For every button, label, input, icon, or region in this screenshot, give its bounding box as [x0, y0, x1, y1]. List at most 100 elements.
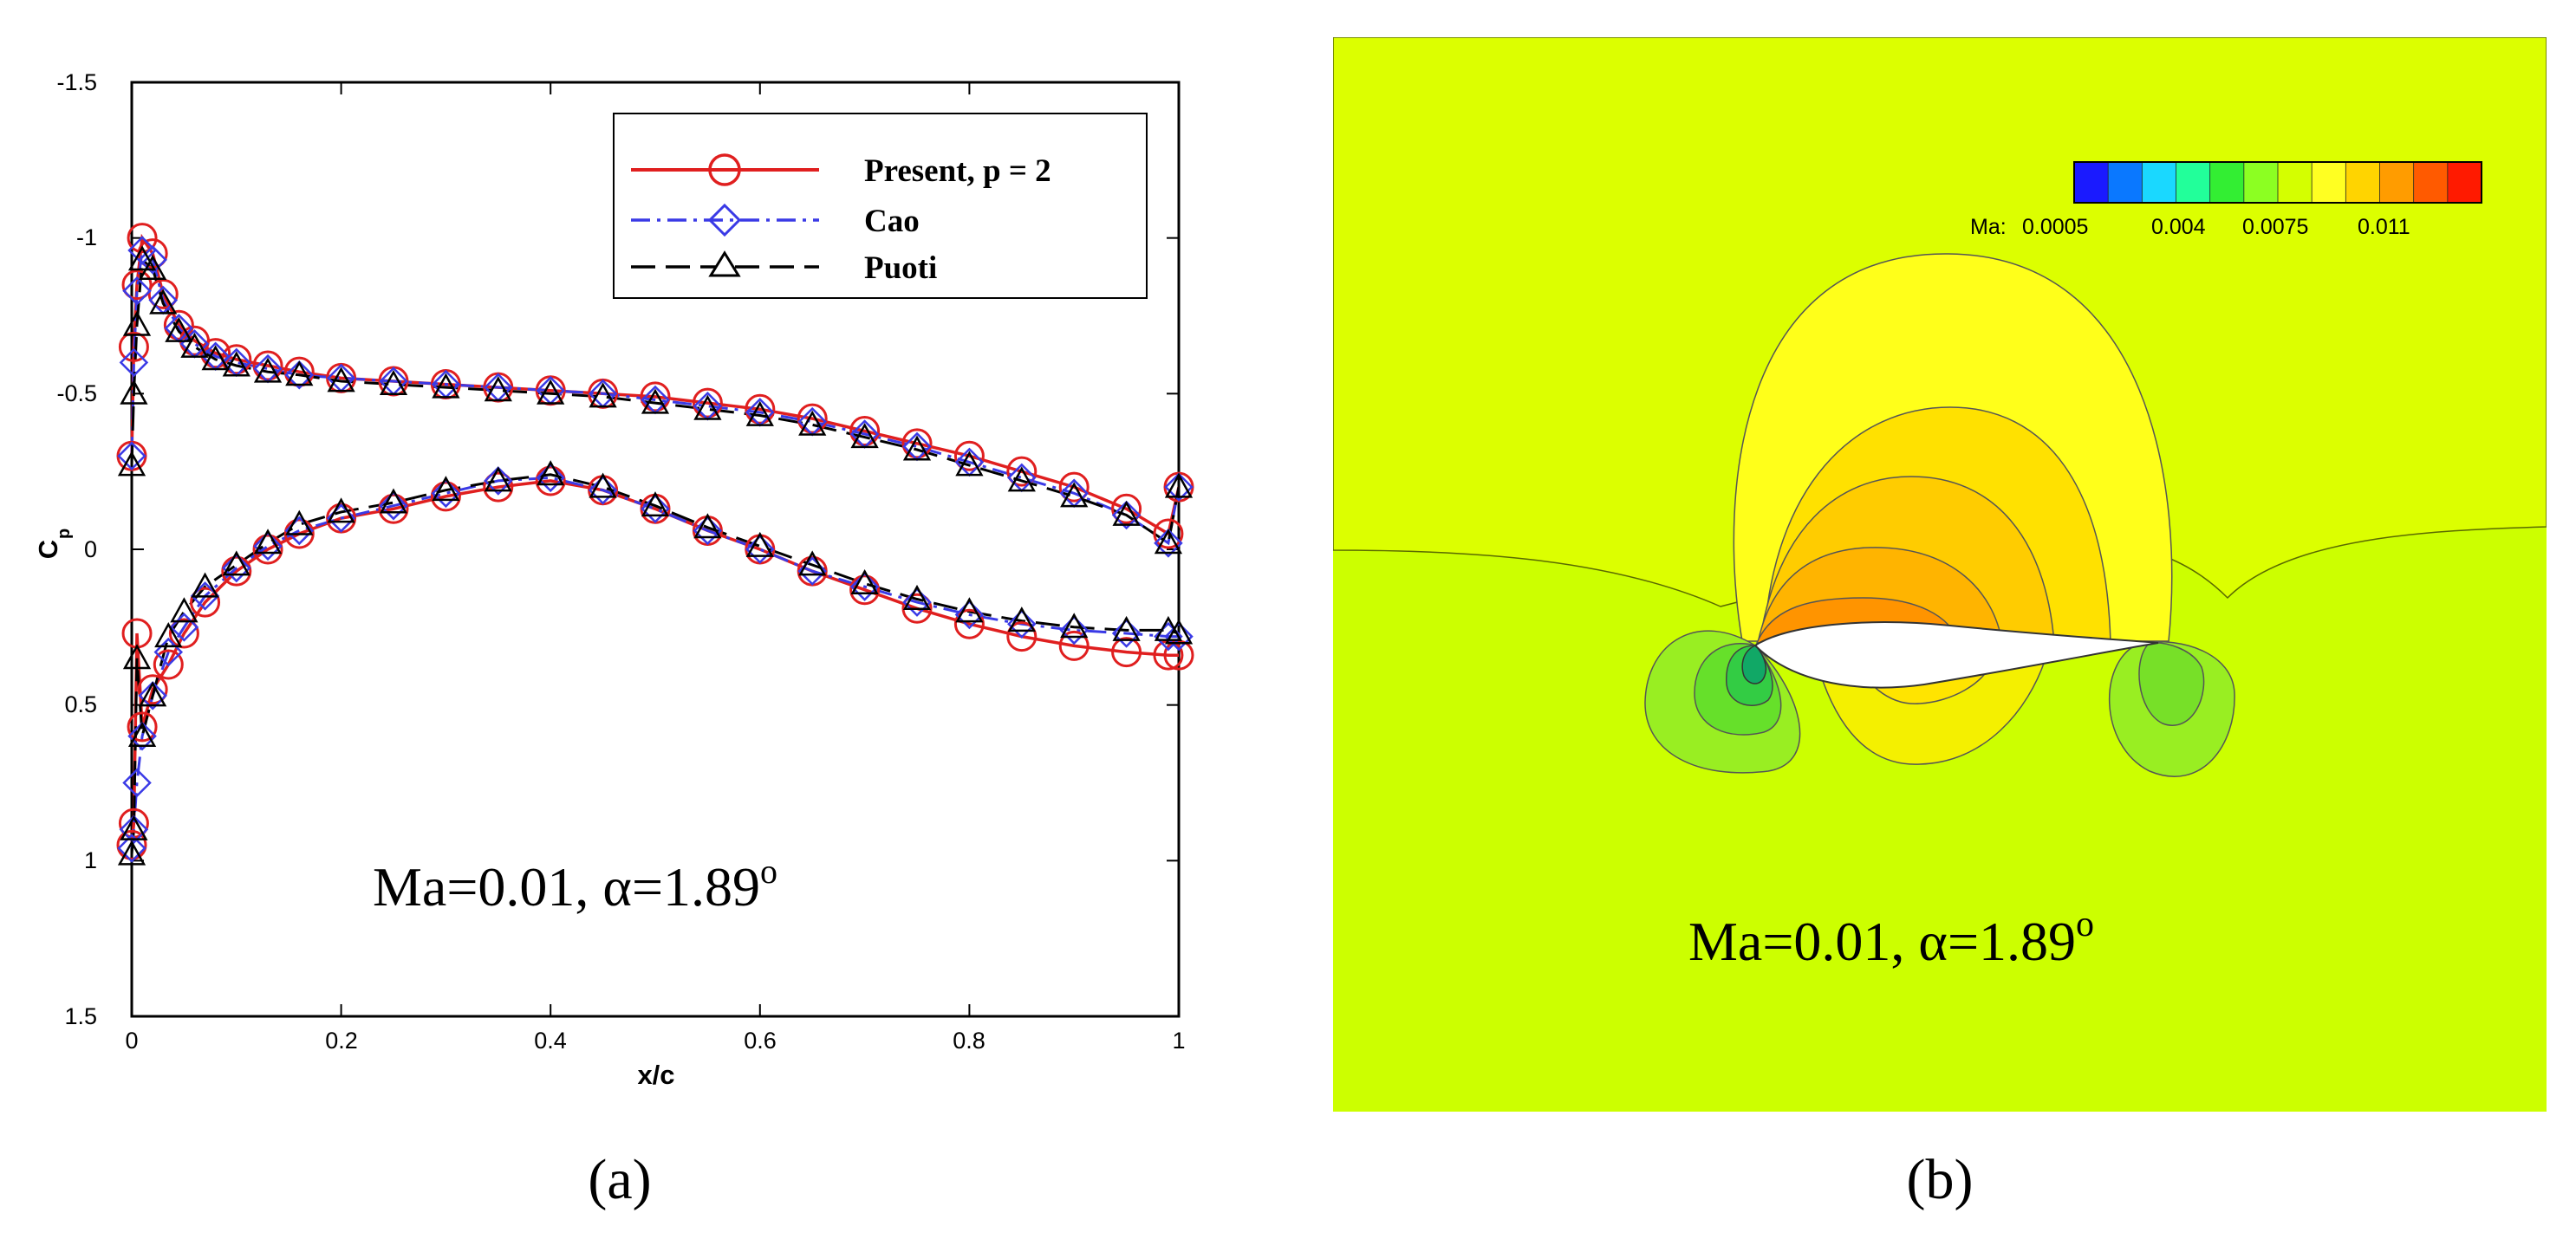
data-point-diamond [745, 535, 775, 564]
data-point-diamond [253, 531, 283, 561]
data-point-circle [190, 587, 221, 618]
y-tick-label: 0 [84, 536, 97, 562]
data-point-triangle [170, 597, 198, 623]
data-point-triangle [253, 529, 283, 555]
data-point-diamond [169, 613, 199, 642]
colorbar: Ma: 0.0005 0.004 0.0075 0.011 [1970, 161, 2482, 239]
data-point-triangle [850, 568, 879, 594]
data-point-triangle [139, 681, 167, 707]
data-point-diamond [138, 245, 167, 275]
data-point-circle [153, 649, 184, 680]
x-tick-label: 1 [1172, 1028, 1185, 1054]
data-point-triangle [120, 814, 148, 840]
y-axis-label-main: C [33, 540, 63, 559]
data-point-circle [147, 278, 179, 309]
data-point-diamond [1059, 615, 1089, 645]
y-tick-label: 0.5 [64, 691, 97, 717]
colorbar-tick-label: 0.011 [2358, 215, 2410, 239]
data-point-circle [378, 493, 409, 524]
data-point-circle [1006, 621, 1038, 652]
data-point-circle [252, 350, 283, 381]
legend-marker-circle [708, 153, 741, 186]
data-point-triangle [120, 379, 148, 405]
data-point-triangle [139, 255, 167, 281]
data-point-triangle [285, 360, 314, 386]
colorbar-cell [2141, 161, 2177, 204]
x-tick-label: 0.2 [325, 1028, 358, 1054]
data-point-circle [849, 415, 881, 446]
data-point-triangle [1164, 472, 1194, 498]
colorbar-cell [2447, 161, 2482, 204]
data-point-triangle [693, 513, 722, 539]
data-point-circle [200, 338, 231, 369]
data-point-triangle [1154, 529, 1183, 555]
data-point-diamond [138, 681, 167, 710]
data-point-triangle [154, 622, 183, 648]
data-point-diamond [117, 441, 146, 470]
data-point-circle [163, 309, 194, 341]
data-point-diamond [1111, 500, 1142, 530]
data-point-circle [797, 403, 828, 434]
colorbar-tick-label: 0.004 [2151, 215, 2206, 239]
data-point-circle [1111, 637, 1142, 668]
y-axis-label: C p [33, 529, 74, 559]
condition-annotation: Ma=0.01, α=1.89o [373, 852, 777, 918]
data-point-triangle [589, 472, 617, 498]
data-point-circle [1153, 518, 1184, 549]
data-point-circle [849, 574, 881, 606]
y-tick-label: -1 [76, 224, 97, 250]
data-point-circle [283, 518, 315, 549]
data-point-diamond [119, 347, 149, 378]
data-point-triangle [537, 379, 565, 405]
legend-entry-cao: Cao [631, 203, 920, 239]
colorbar-cell [2379, 161, 2415, 204]
data-point-circle [121, 269, 153, 301]
data-point-triangle [285, 509, 314, 535]
data-point-diamond [484, 466, 513, 496]
legend-marker-triangle [708, 250, 741, 277]
data-point-circle [1058, 630, 1090, 661]
data-point-triangle [379, 488, 408, 514]
data-point-diamond [1164, 472, 1194, 502]
data-point-triangle [432, 373, 460, 399]
data-point-triangle [798, 550, 827, 576]
data-point-triangle [127, 245, 157, 271]
data-point-circle [127, 223, 158, 254]
data-point-triangle [745, 531, 774, 557]
legend-label-present: Present, p = 2 [864, 153, 1051, 189]
data-point-diamond [1154, 529, 1183, 558]
data-point-triangle [201, 345, 230, 371]
legend-entry-present: Present, p = 2 [631, 153, 1051, 189]
colorbar-tick-label: 0.0005 [2022, 215, 2088, 239]
contour-band [1741, 645, 1767, 684]
data-point-diamond [902, 587, 932, 617]
data-point-diamond [1111, 619, 1142, 648]
y-tick-label: 1 [84, 847, 97, 873]
data-point-triangle [693, 394, 722, 420]
data-point-triangle [379, 369, 408, 396]
colorbar-cell [2345, 161, 2381, 204]
data-point-circle [745, 393, 776, 425]
data-point-triangle [745, 400, 774, 426]
data-point-diamond [954, 600, 985, 630]
colorbar-cells [2073, 161, 2482, 204]
y-tick-label: -0.5 [56, 380, 97, 406]
data-point-circle [430, 481, 461, 512]
data-point-diamond [641, 494, 670, 524]
condition-text: Ma=0.01, α=1.89 [373, 856, 760, 918]
data-point-triangle [798, 410, 827, 436]
data-point-triangle [180, 332, 209, 358]
data-point-triangle [222, 351, 250, 377]
y-axis-label-sub: p [55, 529, 74, 539]
data-point-triangle [122, 310, 152, 336]
data-point-circle [127, 711, 158, 743]
y-tick-label: -1.5 [56, 69, 97, 95]
colorbar-tick-label: 0.0075 [2242, 215, 2308, 239]
data-point-triangle [955, 451, 984, 477]
data-point-triangle [1112, 615, 1141, 641]
data-point-diamond [153, 637, 184, 667]
data-point-diamond [693, 516, 723, 546]
data-point-circle [1006, 456, 1038, 487]
data-point-triangle [327, 497, 355, 523]
